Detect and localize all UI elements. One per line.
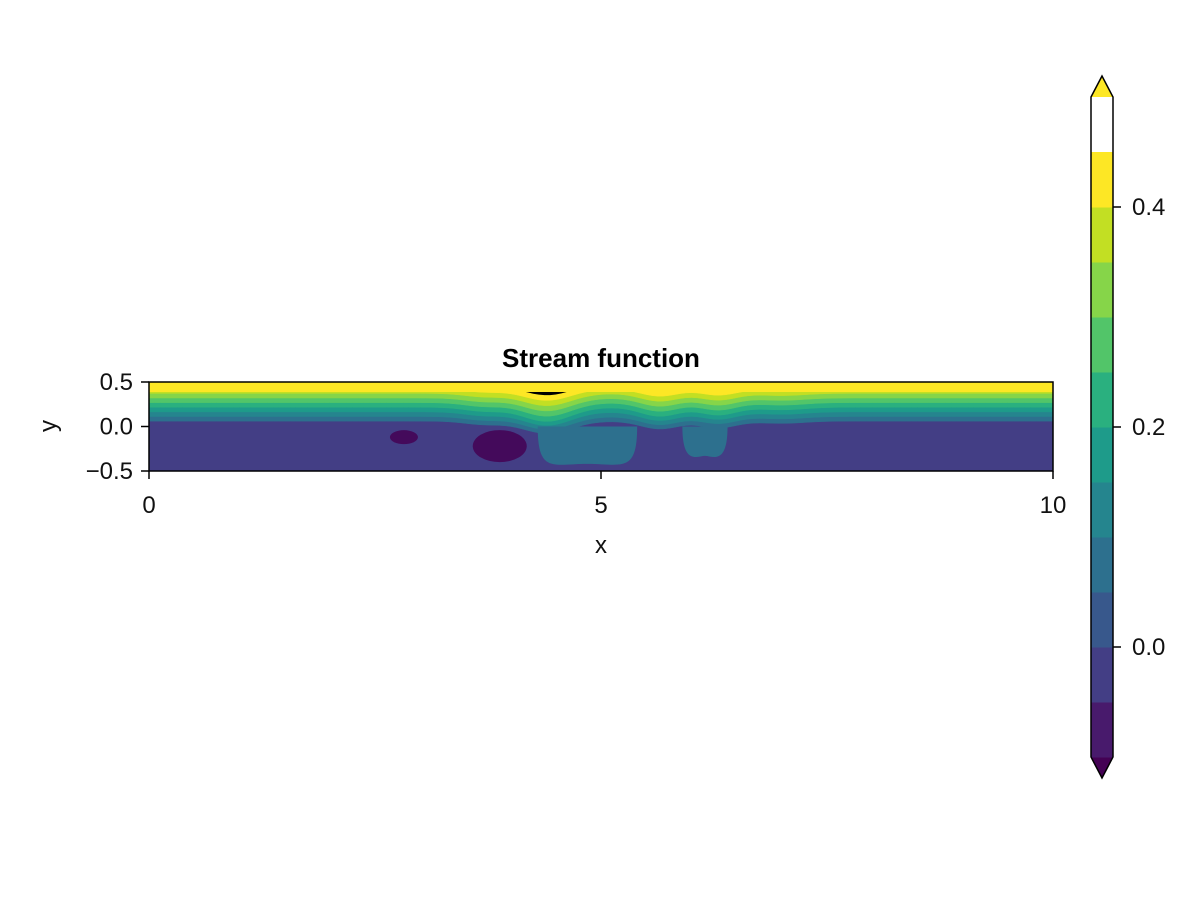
y-ticks: −0.5 0.0 0.5 [86, 369, 149, 485]
chart-title: Stream function [502, 343, 700, 373]
y-tick-label: 0.0 [100, 414, 133, 441]
colorbar-band [1091, 317, 1113, 373]
colorbar-extend-under [1091, 757, 1113, 778]
colorbar [1090, 74, 1114, 780]
colorbar-band [1091, 482, 1113, 538]
contour-dip-1 [682, 426, 728, 458]
contour-band-top [149, 382, 1053, 392]
x-tick-label: 5 [594, 492, 607, 519]
x-ticks: 0 5 10 [142, 471, 1066, 519]
y-axis-label: y [35, 420, 62, 432]
plot-area [149, 382, 1053, 471]
vortex-small [389, 430, 418, 445]
y-tick-label: 0.5 [100, 369, 133, 396]
colorbar-band [1091, 537, 1113, 593]
x-tick-label: 10 [1040, 492, 1067, 519]
colorbar-band [1091, 262, 1113, 318]
colorbar-band [1091, 647, 1113, 703]
x-tick-label: 0 [142, 492, 155, 519]
colorbar-band [1091, 152, 1113, 208]
colorbar-extend-over [1091, 76, 1113, 97]
colorbar-tick-label: 0.4 [1132, 194, 1165, 221]
colorbar-band [1091, 702, 1113, 758]
colorbar-ticks: 0.0 0.2 0.4 [1113, 194, 1165, 661]
vortex-large [472, 430, 527, 463]
y-tick-label: −0.5 [86, 458, 133, 485]
colorbar-band [1091, 427, 1113, 483]
colorbar-band [1091, 592, 1113, 648]
contour-dip-0 [537, 426, 638, 465]
colorbar-tick-label: 0.0 [1132, 634, 1165, 661]
colorbar-band [1091, 372, 1113, 428]
colorbar-outline [1090, 74, 1114, 780]
colorbar-tick-label: 0.2 [1132, 414, 1165, 441]
colorbar-band [1091, 207, 1113, 263]
x-axis-label: x [595, 532, 607, 559]
